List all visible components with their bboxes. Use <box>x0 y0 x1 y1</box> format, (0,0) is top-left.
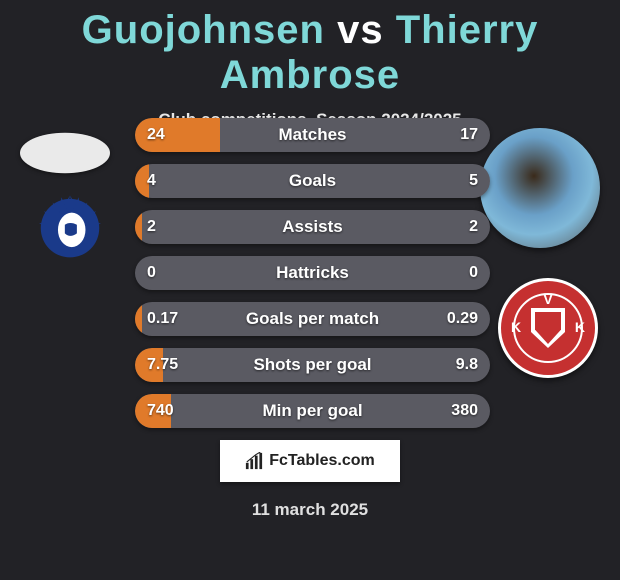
stat-label: Matches <box>135 118 490 152</box>
shield-icon <box>531 308 565 348</box>
branding-text: FcTables.com <box>269 452 375 470</box>
stats-container: 24 Matches 17 4 Goals 5 2 Assists 2 0 Ha… <box>135 118 490 440</box>
indian-head-icon <box>27 180 113 266</box>
player1-club-crest <box>25 178 115 268</box>
player2-photo <box>480 128 600 248</box>
date-text: 11 march 2025 <box>0 500 620 520</box>
stat-row-gpm: 0.17 Goals per match 0.29 <box>135 302 490 336</box>
bar-chart-icon <box>245 452 263 470</box>
comparison-title: Guojohnsen vs Thierry Ambrose <box>0 0 620 98</box>
stat-row-mpg: 740 Min per goal 380 <box>135 394 490 428</box>
stat-row-matches: 24 Matches 17 <box>135 118 490 152</box>
stat-value-right: 17 <box>460 118 478 152</box>
player2-club-crest: V <box>498 278 598 378</box>
player1-photo <box>20 133 110 174</box>
stat-row-spg: 7.75 Shots per goal 9.8 <box>135 348 490 382</box>
player1-name: Guojohnsen <box>82 8 325 52</box>
vs-text: vs <box>337 8 384 52</box>
stat-row-goals: 4 Goals 5 <box>135 164 490 198</box>
stat-row-assists: 2 Assists 2 <box>135 210 490 244</box>
branding-badge: FcTables.com <box>220 440 400 482</box>
stat-row-hattricks: 0 Hattricks 0 <box>135 256 490 290</box>
